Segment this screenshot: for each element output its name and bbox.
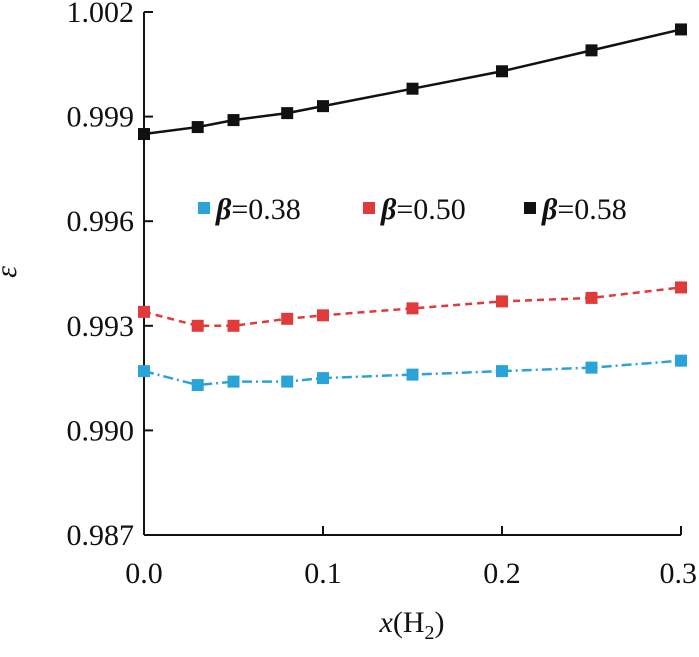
data-point	[675, 281, 687, 294]
data-point	[406, 368, 419, 381]
legend-label-prefix: β	[380, 193, 397, 226]
axes: 0.987 0.990 0.993 0.996 0.999 1.002 0.0 0.1 0.2 0…	[67, 0, 698, 590]
series-0	[138, 354, 687, 392]
x-axis-label-open: (H	[393, 606, 425, 639]
data-point	[317, 309, 329, 322]
data-point	[585, 291, 598, 304]
data-point	[585, 361, 598, 374]
legend-marker	[198, 202, 210, 214]
data-point	[281, 107, 294, 120]
x-tick-label: 0.3	[660, 557, 698, 590]
data-point	[281, 375, 294, 388]
data-point	[496, 365, 508, 378]
series-line	[143, 28, 682, 136]
y-tick-label: 1.002	[67, 0, 135, 29]
legend-item-1: β=0.50	[363, 193, 466, 226]
x-axis-label-var: x	[379, 606, 394, 639]
y-tick-label: 0.999	[67, 101, 135, 134]
legend-label-value: =0.38	[231, 193, 300, 226]
x-tick-label: 0.2	[483, 557, 521, 590]
data-point	[138, 305, 150, 318]
legend-label-value: =0.58	[557, 193, 626, 226]
data-point	[317, 372, 329, 385]
legend-label-prefix: β	[541, 193, 558, 226]
data-point	[191, 319, 204, 332]
data-point	[227, 319, 240, 332]
x-axis-label-close: )	[434, 606, 444, 639]
legend-label-prefix: β	[215, 193, 232, 226]
x-tick-label: 0.1	[304, 557, 342, 590]
x-axis-label-sub: 2	[424, 622, 434, 644]
y-tick-label: 0.993	[67, 310, 135, 343]
data-point	[281, 312, 294, 325]
data-point	[675, 23, 687, 36]
data-point	[191, 121, 204, 134]
x-tick-label: 0.0	[125, 557, 163, 590]
legend-label: β=0.38	[215, 193, 301, 226]
data-point	[585, 44, 598, 57]
legend-item-0: β=0.38	[198, 193, 301, 226]
data-point	[227, 375, 240, 388]
data-point	[138, 365, 150, 378]
legend-label: β=0.50	[380, 193, 466, 226]
y-tick-label: 0.990	[67, 414, 135, 447]
legend: β=0.38 β=0.50 β=0.58	[198, 193, 627, 226]
y-axis-label: ε	[0, 266, 23, 278]
data-point	[317, 100, 329, 113]
legend-marker	[363, 202, 375, 214]
data-point	[496, 295, 508, 308]
data-point	[227, 114, 240, 127]
legend-label: β=0.58	[541, 193, 627, 226]
y-tick-label: 0.996	[67, 205, 135, 238]
legend-item-2: β=0.58	[524, 193, 627, 226]
data-point	[406, 302, 419, 315]
data-point	[138, 128, 150, 141]
x-axis-label: x(H2)	[379, 606, 445, 644]
data-point	[406, 82, 419, 95]
series-2	[138, 23, 687, 141]
legend-marker	[524, 202, 536, 214]
series-layer	[138, 23, 687, 392]
data-point	[675, 354, 687, 367]
y-tick-label: 0.987	[67, 519, 135, 552]
data-point	[496, 65, 508, 78]
data-point	[191, 379, 204, 392]
legend-label-value: =0.50	[396, 193, 465, 226]
series-1	[138, 281, 687, 332]
